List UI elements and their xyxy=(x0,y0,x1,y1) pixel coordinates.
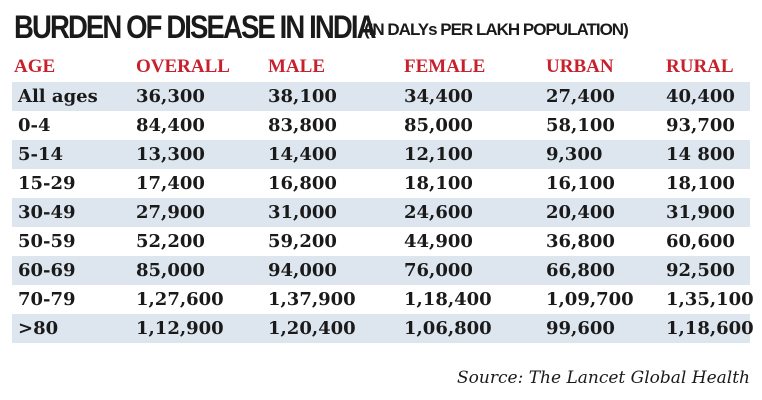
table-cell-male: 1,37,900 xyxy=(268,289,356,310)
table-cell-urban: 27,400 xyxy=(546,86,615,107)
table-row: 5-14 13,300 14,400 12,100 9,300 14 800 xyxy=(12,140,750,169)
table-cell-age: 5-14 xyxy=(18,144,64,165)
table-cell-rural: 93,700 xyxy=(666,115,735,136)
table-cell-female: 1,18,400 xyxy=(404,289,492,310)
chart-title: BURDEN OF DISEASE IN INDIA xyxy=(14,9,376,45)
table-cell-overall: 13,300 xyxy=(136,144,205,165)
table-cell-overall: 52,200 xyxy=(136,231,205,252)
table-header-row: AGE OVERALL MALE FEMALE URBAN RURAL xyxy=(12,52,750,82)
column-header-age: AGE xyxy=(14,56,56,77)
table-row: 30-49 27,900 31,000 24,600 20,400 31,900 xyxy=(12,198,750,227)
table-cell-urban: 16,100 xyxy=(546,173,615,194)
table-cell-overall: 1,12,900 xyxy=(136,318,224,339)
table-cell-urban: 58,100 xyxy=(546,115,615,136)
table-cell-male: 59,200 xyxy=(268,231,337,252)
table-cell-rural: 18,100 xyxy=(666,173,735,194)
table-cell-urban: 1,09,700 xyxy=(546,289,634,310)
table-cell-male: 14,400 xyxy=(268,144,337,165)
table-cell-age: 15-29 xyxy=(18,173,76,194)
table-cell-overall: 17,400 xyxy=(136,173,205,194)
table-cell-female: 1,06,800 xyxy=(404,318,492,339)
table-cell-overall: 27,900 xyxy=(136,202,205,223)
table-cell-urban: 99,600 xyxy=(546,318,615,339)
table-cell-overall: 85,000 xyxy=(136,260,205,281)
column-header-female: FEMALE xyxy=(404,56,486,77)
table-row: >80 1,12,900 1,20,400 1,06,800 99,600 1,18,60… xyxy=(12,314,754,343)
table-cell-urban: 9,300 xyxy=(546,144,603,165)
table-cell-female: 18,100 xyxy=(404,173,473,194)
table-cell-rural: 14 800 xyxy=(666,144,735,165)
table-row: 50-59 52,200 59,200 44,900 36,800 60,600 xyxy=(12,227,750,256)
table-row: 60-69 85,000 94,000 76,000 66,800 92,500 xyxy=(12,256,750,285)
table-row: 70-79 1,27,600 1,37,900 1,18,400 1,09,700 1,3… xyxy=(12,285,754,314)
table-cell-rural: 40,400 xyxy=(666,86,735,107)
column-header-overall: OVERALL xyxy=(136,56,230,77)
column-header-rural: RURAL xyxy=(666,56,734,77)
table-cell-overall: 84,400 xyxy=(136,115,205,136)
table-cell-male: 16,800 xyxy=(268,173,337,194)
table-row: 0-4 84,400 83,800 85,000 58,100 93,700 xyxy=(12,111,750,140)
table-cell-age: 70-79 xyxy=(18,289,76,310)
table-cell-male: 83,800 xyxy=(268,115,337,136)
table-cell-urban: 36,800 xyxy=(546,231,615,252)
table-row: All ages 36,300 38,100 34,400 27,400 40,400 xyxy=(12,82,750,111)
table-cell-rural: 31,900 xyxy=(666,202,735,223)
table-cell-male: 94,000 xyxy=(268,260,337,281)
table-cell-age: 0-4 xyxy=(18,115,51,136)
table-cell-rural: 1,18,600 xyxy=(666,318,754,339)
table-cell-age: 30-49 xyxy=(18,202,76,223)
chart-title-block: BURDEN OF DISEASE IN INDIA (IN DALYs PER… xyxy=(14,8,629,52)
table-cell-urban: 66,800 xyxy=(546,260,615,281)
table-body: All ages 36,300 38,100 34,400 27,400 40,400 0-… xyxy=(12,82,754,343)
table-cell-rural: 92,500 xyxy=(666,260,735,281)
table-cell-male: 31,000 xyxy=(268,202,337,223)
table-cell-female: 34,400 xyxy=(404,86,473,107)
table-cell-female: 85,000 xyxy=(404,115,473,136)
column-header-male: MALE xyxy=(268,56,325,77)
table-cell-female: 24,600 xyxy=(404,202,473,223)
table-cell-age: 60-69 xyxy=(18,260,76,281)
source-note: Source: The Lancet Global Health xyxy=(457,368,750,388)
data-table: AGE OVERALL MALE FEMALE URBAN RURAL All … xyxy=(12,52,754,343)
table-cell-overall: 1,27,600 xyxy=(136,289,224,310)
table-cell-male: 38,100 xyxy=(268,86,337,107)
table-cell-female: 44,900 xyxy=(404,231,473,252)
column-header-urban: URBAN xyxy=(546,56,614,77)
chart-subtitle: (IN DALYs PER LAKH POPULATION) xyxy=(364,20,629,39)
table-cell-urban: 20,400 xyxy=(546,202,615,223)
table-cell-female: 12,100 xyxy=(404,144,473,165)
table-cell-male: 1,20,400 xyxy=(268,318,356,339)
table-cell-overall: 36,300 xyxy=(136,86,205,107)
table-row: 15-29 17,400 16,800 18,100 16,100 18,100 xyxy=(12,169,750,198)
table-cell-age: >80 xyxy=(18,318,59,339)
table-cell-age: All ages xyxy=(18,86,98,107)
table-cell-rural: 60,600 xyxy=(666,231,735,252)
table-cell-female: 76,000 xyxy=(404,260,473,281)
table-cell-rural: 1,35,100 xyxy=(666,289,754,310)
table-cell-age: 50-59 xyxy=(18,231,76,252)
